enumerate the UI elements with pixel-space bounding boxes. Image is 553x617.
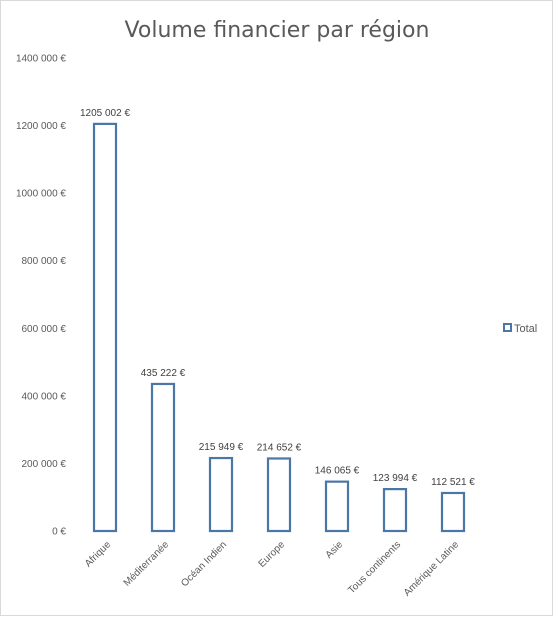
data-label: 146 065 € [315, 466, 360, 477]
y-tick-label: 1200 000 € [16, 121, 66, 132]
data-label: 112 521 € [431, 477, 475, 488]
y-tick-label: 400 000 € [22, 391, 67, 402]
bar [208, 456, 234, 533]
data-label: 123 994 € [373, 473, 418, 484]
bar [324, 480, 350, 533]
x-tick-label: Méditerranée [122, 539, 172, 589]
legend-swatch [503, 323, 512, 332]
y-tick-label: 1400 000 € [16, 54, 66, 65]
bar [382, 488, 408, 533]
x-tick-label: Amérique Latine [402, 539, 462, 599]
data-label: 214 652 € [257, 442, 302, 453]
bar [92, 122, 118, 533]
chart-title: Volume financier par région [125, 18, 430, 43]
y-tick-label: 0 € [52, 527, 66, 538]
data-label: 435 222 € [141, 368, 186, 379]
x-tick-label: Afrique [83, 539, 113, 569]
x-tick-label: Europe [257, 539, 288, 570]
x-tick-label: Océan Indien [179, 539, 229, 589]
y-tick-label: 200 000 € [22, 459, 67, 470]
x-axis: Afrique Méditerranée Océan Indien Europe Asi… [83, 539, 461, 599]
bar [150, 382, 176, 533]
y-tick-label: 1000 000 € [16, 189, 66, 200]
x-tick-label: Asie [324, 539, 346, 561]
x-tick-label: Tous continents [346, 539, 403, 596]
bar-series [92, 122, 466, 533]
data-labels: 1205 002 € 435 222 € 215 949 € 214 652 € 146… [80, 108, 475, 488]
data-label: 1205 002 € [80, 108, 130, 119]
y-axis: 0 € 200 000 € 400 000 € 600 000 € 800 000 € 1… [16, 54, 66, 538]
legend: Total [503, 323, 537, 335]
data-label: 215 949 € [199, 442, 244, 453]
bar [440, 491, 466, 533]
bar [266, 457, 292, 533]
legend-label: Total [514, 323, 537, 335]
y-tick-label: 800 000 € [22, 256, 67, 267]
y-tick-label: 600 000 € [22, 324, 67, 335]
